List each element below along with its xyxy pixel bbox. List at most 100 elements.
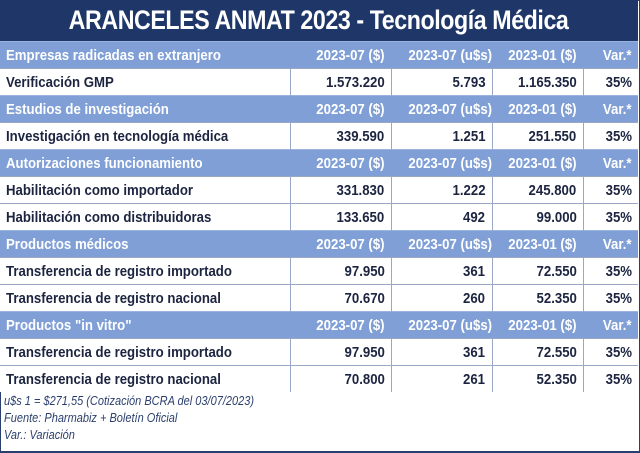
column-header-text: 2023-07 (u$s): [408, 154, 492, 172]
fee-value-text: 97.950: [344, 343, 385, 361]
column-header: 2023-07 ($): [290, 311, 391, 339]
column-header-text: 2023-07 (u$s): [408, 46, 492, 64]
column-header: Var.*: [583, 230, 638, 258]
fee-value-var: 35%: [582, 122, 638, 150]
fee-label-text: Investigación en tecnología médica: [6, 127, 229, 145]
table-row: Investigación en tecnología médica 339.59…: [0, 122, 638, 150]
fee-value-text: 331.830: [336, 181, 385, 199]
column-header: 2023-07 ($): [290, 95, 391, 123]
section-title: Productos médicos: [0, 230, 290, 258]
page-title-text: ARANCELES ANMAT 2023 - Tecnología Médica: [69, 5, 569, 35]
fee-value-text: 339.590: [336, 127, 385, 145]
page-title: ARANCELES ANMAT 2023 - Tecnología Médica: [0, 0, 638, 41]
fee-value-text: 70.670: [344, 289, 385, 307]
fee-label: Transferencia de registro importado: [0, 338, 290, 366]
fee-value-ars-2023-01: 251.550: [491, 122, 583, 150]
fee-value-text: 35%: [605, 181, 632, 199]
fee-value-ars-2023-07: 97.950: [289, 257, 391, 285]
section-title-text: Productos "in vitro": [6, 316, 132, 334]
fee-value-text: 35%: [605, 370, 632, 388]
table-row: Verificación GMP 1.573.220 5.793 1.165.350 3…: [0, 68, 638, 96]
column-header-text: 2023-07 (u$s): [408, 235, 492, 253]
fee-label-text: Transferencia de registro importado: [6, 343, 232, 361]
fee-value-text: 1.573.220: [325, 73, 385, 91]
section-header: Productos "in vitro" 2023-07 ($) 2023-07 (…: [0, 311, 638, 339]
fee-value-text: 133.650: [336, 208, 385, 226]
column-header-text: 2023-01 ($): [508, 235, 577, 253]
exchange-rate-note: u$s 1 = $271,55 (Cotización BCRA del 03/…: [4, 393, 288, 410]
column-header-text: Var.*: [603, 235, 632, 253]
fee-value-ars-2023-01: 99.000: [491, 203, 583, 231]
column-header: 2023-01 ($): [492, 95, 583, 123]
fee-label-text: Transferencia de registro nacional: [6, 289, 221, 307]
column-header-text: 2023-07 ($): [316, 235, 385, 253]
section-title-text: Autorizaciones funcionamiento: [6, 154, 203, 172]
column-header-text: Var.*: [603, 46, 632, 64]
section-title: Productos "in vitro": [0, 311, 290, 339]
column-header-text: 2023-07 ($): [316, 316, 385, 334]
column-header-text: Var.*: [603, 100, 632, 118]
column-header: 2023-07 (u$s): [391, 311, 492, 339]
table-row: Habilitación como importador 331.830 1.222…: [0, 176, 638, 204]
fee-value-ars-2023-01: 1.165.350: [491, 68, 583, 96]
bottom-rule: [0, 451, 640, 453]
fee-label: Investigación en tecnología médica: [0, 122, 290, 150]
fee-value-var: 35%: [582, 203, 638, 231]
fee-label: Transferencia de registro nacional: [0, 284, 290, 312]
table-row: Transferencia de registro importado 97.95…: [0, 257, 638, 285]
fee-value-text: 260: [463, 289, 486, 307]
fee-value-text: 5.793: [452, 73, 486, 91]
fee-label-text: Verificación GMP: [6, 73, 114, 91]
table-row: Transferencia de registro nacional 70.670…: [0, 284, 638, 312]
fee-value-text: 52.350: [536, 370, 577, 388]
fee-value-ars-2023-07: 70.800: [289, 365, 391, 392]
column-header-text: 2023-07 (u$s): [408, 100, 492, 118]
fee-value-var: 35%: [582, 338, 638, 366]
column-header-text: 2023-01 ($): [508, 154, 577, 172]
legend-note: Var.: Variación: [4, 427, 288, 444]
fee-value-text: 251.550: [528, 127, 577, 145]
table-row: Transferencia de registro importado 97.95…: [0, 338, 638, 366]
section-title-text: Estudios de investigación: [6, 100, 169, 118]
column-header-text: 2023-01 ($): [508, 46, 577, 64]
section-title: Empresas radicadas en extranjero: [0, 41, 290, 69]
fee-value-text: 35%: [605, 289, 632, 307]
fee-value-text: 492: [463, 208, 486, 226]
fee-value-text: 72.550: [536, 262, 577, 280]
fee-value-usd-2023-07: 261: [390, 365, 492, 392]
fee-value-ars-2023-01: 72.550: [491, 338, 583, 366]
fee-label: Transferencia de registro nacional: [0, 365, 290, 392]
column-header-text: 2023-07 ($): [316, 46, 385, 64]
fee-value-text: 245.800: [528, 181, 577, 199]
column-header-text: 2023-07 ($): [316, 154, 385, 172]
fee-value-usd-2023-07: 260: [390, 284, 492, 312]
column-header: 2023-01 ($): [492, 311, 583, 339]
fee-value-text: 99.000: [536, 208, 577, 226]
exchange-rate-text: u$s 1 = $271,55 (Cotización BCRA del 03/…: [4, 394, 255, 408]
legend-text: Var.: Variación: [4, 428, 75, 442]
column-header: 2023-07 (u$s): [391, 41, 492, 69]
fee-label-text: Habilitación como distribuidoras: [6, 208, 212, 226]
column-header-text: 2023-01 ($): [508, 100, 577, 118]
section-title-text: Productos médicos: [6, 235, 129, 253]
fee-value-text: 72.550: [536, 343, 577, 361]
fees-table: Empresas radicadas en extranjero 2023-07 …: [0, 41, 638, 392]
fee-value-text: 35%: [605, 127, 632, 145]
footnotes: u$s 1 = $271,55 (Cotización BCRA del 03/…: [4, 393, 288, 444]
fee-value-text: 35%: [605, 73, 632, 91]
section-header: Productos médicos 2023-07 ($) 2023-07 (u$s…: [0, 230, 638, 258]
fee-value-usd-2023-07: 361: [390, 257, 492, 285]
fee-value-text: 97.950: [344, 262, 385, 280]
section-header: Empresas radicadas en extranjero 2023-07 …: [0, 41, 638, 69]
fee-value-text: 361: [463, 262, 486, 280]
column-header: 2023-07 (u$s): [391, 149, 492, 177]
source-text: Fuente: Pharmabiz + Boletín Oficial: [4, 411, 178, 425]
fee-label-text: Transferencia de registro nacional: [6, 370, 221, 388]
fee-value-text: 1.222: [452, 181, 486, 199]
fee-value-text: 35%: [605, 262, 632, 280]
fee-value-var: 35%: [582, 365, 638, 392]
fee-value-usd-2023-07: 1.251: [390, 122, 492, 150]
fee-value-ars-2023-07: 331.830: [289, 176, 391, 204]
fee-value-ars-2023-07: 1.573.220: [289, 68, 391, 96]
section-title-text: Empresas radicadas en extranjero: [6, 46, 221, 64]
